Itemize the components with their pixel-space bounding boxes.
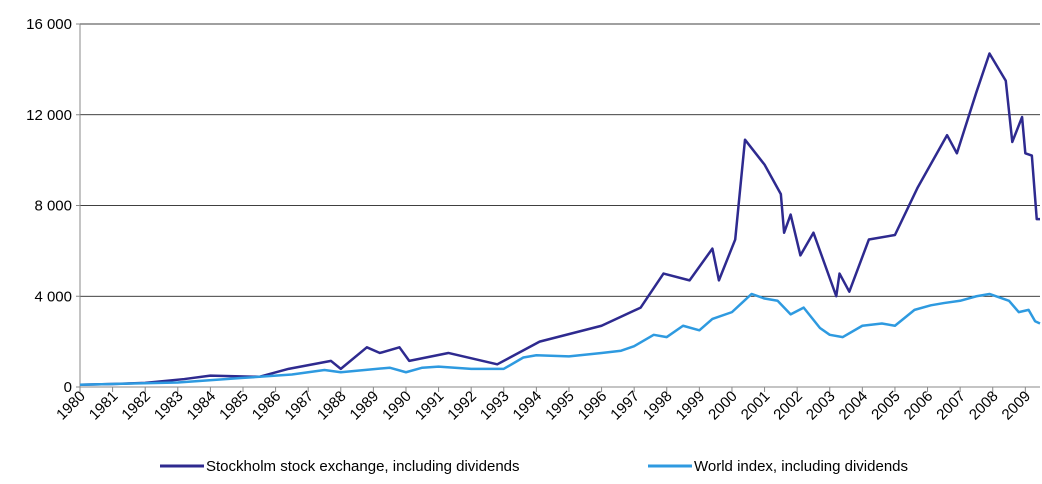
x-tick-label: 1998 [640, 388, 676, 424]
x-tick-label: 2001 [738, 388, 774, 424]
y-tick-label: 16 000 [26, 16, 72, 33]
x-tick-label: 1997 [607, 388, 643, 424]
x-tick-label: 1999 [673, 388, 709, 424]
y-tick-label: 12 000 [26, 107, 72, 124]
x-tick-label: 1980 [53, 388, 89, 424]
x-tick-label: 1994 [510, 388, 546, 424]
x-tick-label: 2004 [836, 388, 872, 424]
x-tick-label: 1992 [444, 388, 480, 424]
series-line [79, 52, 1040, 386]
x-tick-label: 1995 [542, 388, 578, 424]
x-tick-label: 2007 [933, 388, 969, 424]
x-tick-label: 1986 [249, 388, 285, 424]
legend-label: World index, including dividends [694, 458, 908, 475]
x-tick-label: 1991 [412, 388, 448, 424]
x-tick-label: 1989 [347, 388, 383, 424]
x-tick-label: 1985 [216, 388, 252, 424]
x-tick-label: 2003 [803, 388, 839, 424]
x-tick-label: 2002 [770, 388, 806, 424]
x-tick-label: 1993 [477, 388, 513, 424]
series-line [79, 292, 1041, 386]
x-tick-label: 2009 [999, 388, 1035, 424]
x-tick-label: 2008 [966, 388, 1002, 424]
x-tick-label: 2006 [901, 388, 937, 424]
x-tick-label: 1981 [86, 388, 122, 424]
legend-label: Stockholm stock exchange, including divi… [206, 458, 520, 475]
x-tick-label: 2000 [705, 388, 741, 424]
x-tick-label: 1983 [151, 388, 187, 424]
x-tick-label: 2005 [868, 388, 904, 424]
y-tick-label: 4 000 [34, 288, 72, 305]
y-tick-label: 0 [64, 379, 72, 396]
x-tick-label: 1987 [281, 388, 317, 424]
x-tick-label: 1982 [118, 388, 154, 424]
x-tick-label: 1990 [379, 388, 415, 424]
y-tick-label: 8 000 [34, 198, 72, 215]
x-tick-label: 1988 [314, 388, 350, 424]
x-tick-label: 1996 [575, 388, 611, 424]
x-tick-label: 1984 [184, 388, 220, 424]
